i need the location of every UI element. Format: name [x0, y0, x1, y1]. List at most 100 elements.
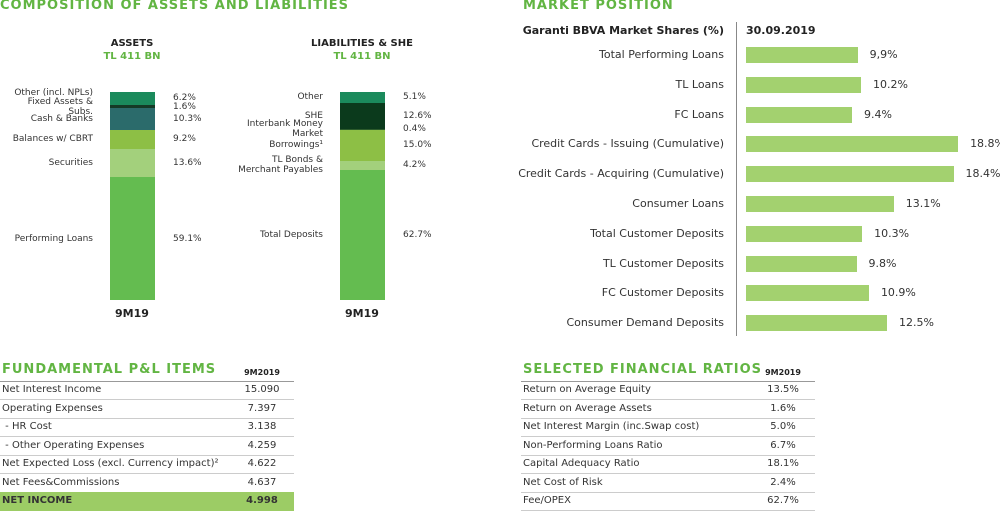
bar-segment — [340, 92, 385, 103]
value-label: 9.4% — [864, 107, 892, 121]
row-rule — [0, 436, 294, 437]
segment-label: Total Deposits — [260, 229, 323, 240]
rule — [0, 381, 294, 382]
value-label: 1.6% — [173, 101, 196, 112]
bar-segment — [110, 177, 155, 300]
highlight-row — [0, 492, 294, 511]
value-label: 10.2% — [873, 77, 908, 91]
bar-segment — [110, 129, 155, 149]
bar-segment — [110, 104, 155, 109]
bar-segment — [110, 148, 155, 178]
value-label: 9,9% — [869, 48, 898, 61]
chart-subtitle: TL 411 BN — [103, 51, 161, 62]
x-label: 9M19 — [115, 307, 149, 320]
bar-segment — [110, 92, 155, 105]
value-label: 59.1% — [173, 233, 202, 244]
bar — [746, 76, 862, 93]
row-rule — [0, 399, 294, 400]
category-label: Credit Cards - Acquiring (Cumulative) — [518, 167, 724, 181]
bar-segment — [340, 128, 385, 130]
row-value: 4.259 — [247, 439, 277, 451]
value-label: 15.0% — [403, 140, 432, 151]
category-label: Consumer Demand Deposits — [566, 316, 724, 330]
row-label: Net Interest Margin (inc.Swap cost) — [523, 421, 700, 432]
segment-label: Other (incl. NPLs) — [14, 88, 93, 99]
row-value: 4.637 — [247, 476, 277, 488]
segment-label: Borrowings¹ — [269, 140, 323, 151]
segment-label: Fixed Assets & Subs. — [27, 96, 93, 117]
row-label: Return on Average Equity — [523, 384, 651, 395]
row-value: 5.0% — [770, 421, 796, 432]
bar — [746, 196, 894, 212]
bar — [746, 225, 863, 242]
section-title: COMPOSITION OF ASSETS AND LIABILITIES — [0, 0, 350, 13]
row-value: 3.138 — [247, 421, 277, 432]
segment-label: Balances w/ CBRT — [12, 134, 93, 145]
row-rule — [521, 473, 815, 474]
bar — [746, 285, 869, 302]
value-label: 18.4% — [965, 167, 1000, 181]
column-header: 9M2019 — [244, 368, 280, 377]
category-label: Credit Cards - Issuing (Cumulative) — [531, 137, 724, 151]
value-label: 12.5% — [899, 316, 934, 330]
row-label: Net Expected Loss (excl. Currency impact… — [2, 458, 219, 469]
bar — [746, 47, 858, 63]
category-label: Consumer Loans — [632, 197, 724, 210]
row-value: 4.622 — [247, 458, 277, 469]
row-rule — [521, 417, 815, 419]
row-label: Non-Performing Loans Ratio — [523, 439, 663, 451]
row-rule — [521, 454, 815, 456]
divider — [736, 22, 737, 336]
segment-label: Securities — [48, 157, 93, 168]
row-rule — [521, 491, 815, 493]
category-label: TL Loans — [675, 77, 724, 91]
row-label: Net Cost of Risk — [523, 476, 603, 488]
row-value: 15.090 — [244, 384, 280, 395]
value-label: 9.8% — [868, 256, 897, 270]
row-value: 18.1% — [767, 458, 799, 469]
row-label: Net Fees&Commissions — [2, 476, 120, 488]
value-label: 0.4% — [403, 124, 426, 135]
category-label: FC Customer Deposits — [601, 286, 724, 300]
segment-label: Interbank Money Market — [247, 119, 323, 140]
value-label: 13.1% — [905, 197, 941, 210]
value-label: 10.9% — [880, 286, 916, 300]
chart-subtitle: 30.09.2019 — [746, 24, 816, 37]
segment-label: TL Bonds & Merchant Payables — [238, 155, 323, 176]
value-label: 10.3% — [173, 113, 202, 124]
chart-title: LIABILITIES & SHE — [311, 38, 413, 49]
x-label: 9M19 — [345, 307, 379, 320]
bar-segment — [340, 102, 385, 129]
row-rule — [521, 399, 815, 400]
value-label: 13.6% — [173, 157, 202, 168]
value-label: 5.1% — [403, 92, 426, 103]
bar-segment — [110, 108, 155, 130]
row-value: 2.4% — [770, 476, 796, 488]
bar-segment — [340, 160, 385, 170]
row-label: NET INCOME — [2, 495, 73, 506]
row-label: Net Interest Income — [2, 384, 102, 395]
row-value: 4.998 — [246, 495, 278, 506]
chart-title: Garanti BBVA Market Shares (%) — [522, 24, 724, 37]
value-label: 6.2% — [173, 93, 196, 104]
value-label: 62.7% — [403, 229, 432, 240]
category-label: Total Customer Deposits — [590, 226, 724, 240]
segment-label: SHE — [304, 110, 323, 121]
bar — [746, 136, 959, 153]
category-label: TL Customer Deposits — [602, 256, 724, 270]
bar — [746, 166, 954, 183]
chart-subtitle: TL 411 BN — [333, 51, 391, 62]
value-label: 18.8% — [970, 137, 1000, 151]
row-label: Return on Average Assets — [523, 402, 652, 414]
bar-segment — [340, 129, 385, 161]
row-label: Fee/OPEX — [523, 495, 571, 506]
category-label: FC Loans — [674, 107, 724, 121]
value-label: 9.2% — [173, 134, 196, 145]
row-rule — [0, 473, 294, 474]
row-label: Capital Adequacy Ratio — [523, 458, 640, 469]
row-value: 1.6% — [770, 402, 796, 414]
row-label: - Other Operating Expenses — [2, 439, 145, 451]
row-value: 13.5% — [767, 384, 799, 395]
column-header: 9M2019 — [765, 368, 801, 377]
